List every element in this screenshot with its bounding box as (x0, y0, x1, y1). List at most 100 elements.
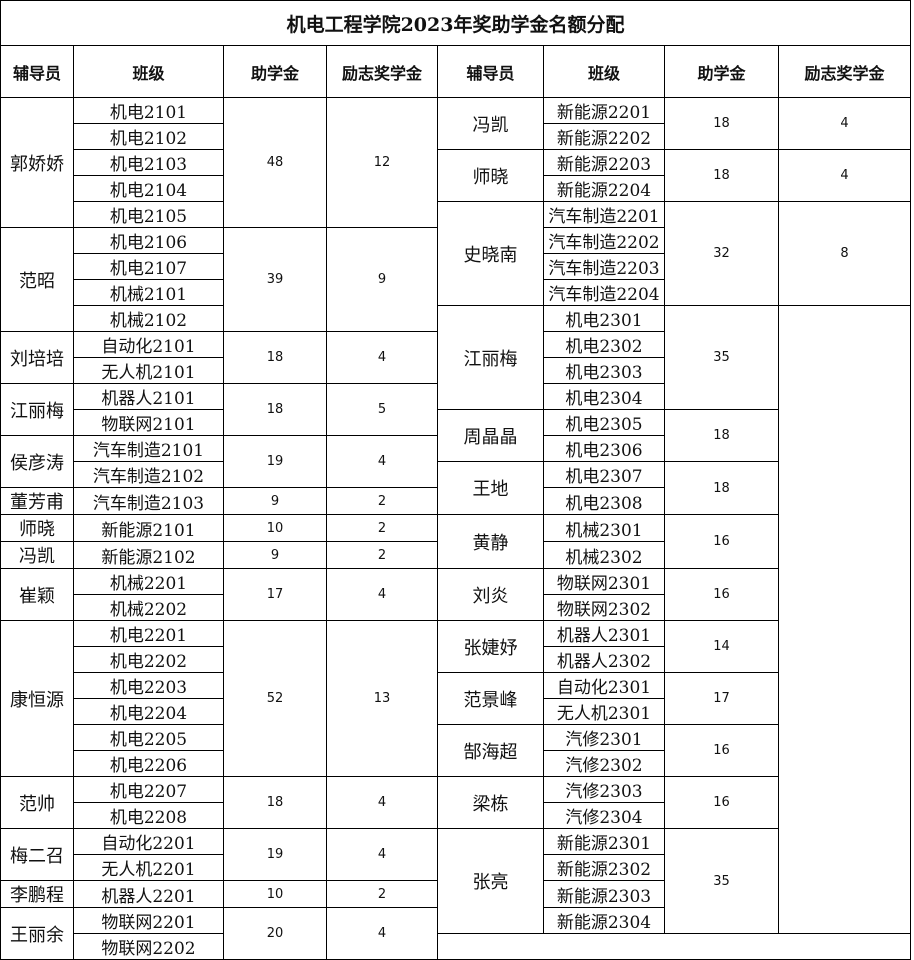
right-scholarship-cell[interactable]: 4 (777, 97, 912, 150)
right-grant-cell[interactable]: 16 (664, 724, 779, 777)
right-counselor-cell[interactable]: 张婕妤 (437, 620, 544, 673)
left-class-cell[interactable]: 机器人2101 (73, 383, 224, 410)
left-class-cell[interactable]: 机械2101 (73, 279, 224, 306)
header-right-class[interactable]: 班级 (543, 45, 665, 98)
left-grant-cell[interactable]: 9 (223, 487, 327, 515)
right-class-cell[interactable]: 新能源2302 (543, 854, 665, 881)
left-scholarship-cell[interactable]: 4 (326, 828, 438, 881)
header-right-grant[interactable]: 助学金 (664, 45, 779, 98)
right-grant-cell[interactable]: 16 (664, 514, 779, 569)
right-class-cell[interactable]: 机电2303 (543, 357, 665, 384)
right-class-cell[interactable]: 机器人2302 (543, 646, 665, 673)
right-empty-row-cell[interactable] (436, 933, 912, 960)
right-grant-cell[interactable]: 18 (664, 97, 779, 150)
header-left-grant[interactable]: 助学金 (223, 45, 327, 98)
left-grant-cell[interactable]: 10 (223, 514, 327, 542)
left-counselor-cell[interactable]: 冯凯 (0, 541, 74, 569)
right-class-cell[interactable]: 机电2307 (543, 461, 665, 488)
right-class-cell[interactable]: 汽修2302 (543, 750, 665, 777)
left-class-cell[interactable]: 机械2102 (73, 305, 224, 332)
right-class-cell[interactable]: 机械2301 (543, 514, 665, 542)
right-class-cell[interactable]: 机电2308 (543, 487, 665, 515)
left-counselor-cell[interactable]: 康恒源 (0, 620, 74, 777)
left-class-cell[interactable]: 物联网2202 (73, 933, 224, 960)
left-grant-cell[interactable]: 20 (223, 907, 327, 960)
left-class-cell[interactable]: 机电2208 (73, 802, 224, 829)
right-class-cell[interactable]: 汽车制造2201 (543, 201, 665, 228)
left-counselor-cell[interactable]: 师晓 (0, 514, 74, 542)
left-counselor-cell[interactable]: 郭娇娇 (0, 97, 74, 228)
left-grant-cell[interactable]: 48 (223, 97, 327, 228)
right-class-cell[interactable]: 新能源2202 (543, 123, 665, 150)
left-grant-cell[interactable]: 39 (223, 227, 327, 332)
left-counselor-cell[interactable]: 侯彦涛 (0, 435, 74, 488)
left-class-cell[interactable]: 汽车制造2102 (73, 461, 224, 488)
right-counselor-cell[interactable]: 师晓 (437, 149, 544, 202)
right-grant-cell[interactable]: 17 (664, 672, 779, 725)
right-grant-cell[interactable]: 35 (664, 305, 779, 410)
left-grant-cell[interactable]: 52 (223, 620, 327, 777)
right-class-cell[interactable]: 新能源2201 (543, 97, 665, 124)
right-grant-cell[interactable]: 32 (664, 201, 779, 306)
left-grant-cell[interactable]: 18 (223, 383, 327, 436)
right-grant-cell[interactable]: 14 (664, 620, 779, 673)
left-scholarship-cell[interactable]: 12 (326, 97, 438, 228)
right-class-cell[interactable]: 机电2306 (543, 435, 665, 462)
right-class-cell[interactable]: 机电2302 (543, 331, 665, 358)
right-scholarship-empty-cell[interactable] (777, 305, 912, 934)
right-class-cell[interactable]: 机械2302 (543, 541, 665, 569)
left-scholarship-cell[interactable]: 4 (326, 331, 438, 384)
left-class-cell[interactable]: 物联网2101 (73, 409, 224, 436)
left-counselor-cell[interactable]: 王丽余 (0, 907, 74, 960)
left-class-cell[interactable]: 机电2207 (73, 776, 224, 803)
left-grant-cell[interactable]: 10 (223, 880, 327, 908)
left-class-cell[interactable]: 机电2106 (73, 227, 224, 254)
left-class-cell[interactable]: 机电2103 (73, 149, 224, 176)
left-counselor-cell[interactable]: 范昭 (0, 227, 74, 332)
right-scholarship-cell[interactable]: 8 (777, 201, 912, 306)
left-scholarship-cell[interactable]: 5 (326, 383, 438, 436)
left-class-cell[interactable]: 机电2201 (73, 620, 224, 647)
left-grant-cell[interactable]: 18 (223, 776, 327, 829)
left-counselor-cell[interactable]: 崔颖 (0, 568, 74, 621)
left-grant-cell[interactable]: 17 (223, 568, 327, 621)
header-left-counselor[interactable]: 辅导员 (0, 45, 74, 98)
left-class-cell[interactable]: 机电2105 (73, 201, 224, 228)
right-class-cell[interactable]: 新能源2303 (543, 880, 665, 908)
left-class-cell[interactable]: 物联网2201 (73, 907, 224, 934)
left-grant-cell[interactable]: 9 (223, 541, 327, 569)
right-class-cell[interactable]: 自动化2301 (543, 672, 665, 699)
left-counselor-cell[interactable]: 梅二召 (0, 828, 74, 881)
left-class-cell[interactable]: 机械2202 (73, 594, 224, 621)
right-class-cell[interactable]: 汽车制造2203 (543, 253, 665, 280)
right-grant-cell[interactable]: 35 (664, 828, 779, 934)
right-class-cell[interactable]: 新能源2301 (543, 828, 665, 855)
right-grant-cell[interactable]: 18 (664, 461, 779, 515)
right-grant-cell[interactable]: 16 (664, 568, 779, 621)
header-right-counselor[interactable]: 辅导员 (437, 45, 544, 98)
left-scholarship-cell[interactable]: 4 (326, 776, 438, 829)
right-grant-cell[interactable]: 18 (664, 409, 779, 462)
right-class-cell[interactable]: 汽修2303 (543, 776, 665, 803)
right-class-cell[interactable]: 机电2304 (543, 383, 665, 410)
left-counselor-cell[interactable]: 刘培培 (0, 331, 74, 384)
left-class-cell[interactable]: 机电2104 (73, 175, 224, 202)
left-counselor-cell[interactable]: 李鹏程 (0, 880, 74, 908)
left-grant-cell[interactable]: 19 (223, 828, 327, 881)
right-class-cell[interactable]: 机电2301 (543, 305, 665, 332)
header-right-scholarship[interactable]: 励志奖学金 (777, 45, 912, 98)
left-class-cell[interactable]: 机电2101 (73, 97, 224, 124)
header-left-scholarship[interactable]: 励志奖学金 (326, 45, 438, 98)
right-scholarship-cell[interactable]: 4 (777, 149, 912, 202)
left-class-cell[interactable]: 机械2201 (73, 568, 224, 595)
right-counselor-cell[interactable]: 郜海超 (437, 724, 544, 777)
left-scholarship-cell[interactable]: 2 (326, 541, 438, 569)
left-scholarship-cell[interactable]: 13 (326, 620, 438, 777)
left-class-cell[interactable]: 机电2102 (73, 123, 224, 150)
left-scholarship-cell[interactable]: 2 (326, 514, 438, 542)
right-class-cell[interactable]: 汽车制造2202 (543, 227, 665, 254)
left-scholarship-cell[interactable]: 2 (326, 487, 438, 515)
left-class-cell[interactable]: 汽车制造2101 (73, 435, 224, 462)
right-class-cell[interactable]: 机电2305 (543, 409, 665, 436)
right-class-cell[interactable]: 新能源2204 (543, 175, 665, 202)
